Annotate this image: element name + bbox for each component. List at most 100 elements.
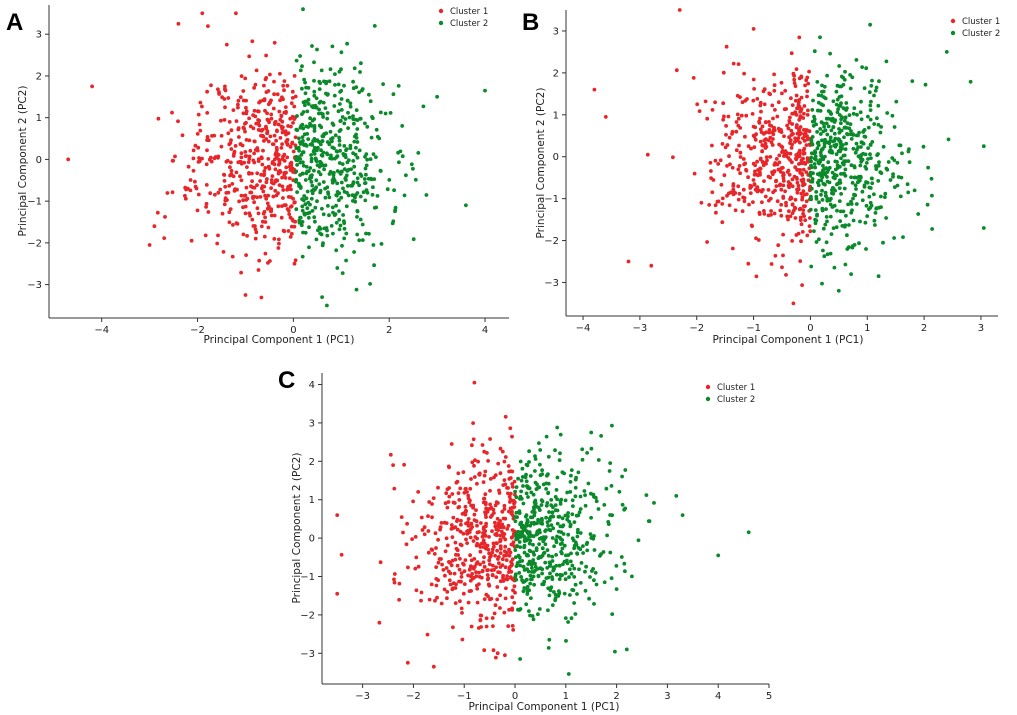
data-point <box>536 486 540 490</box>
x-tick-label-c: 4 <box>715 691 721 702</box>
data-point <box>584 564 588 569</box>
data-point <box>722 114 726 119</box>
data-point <box>838 145 843 149</box>
data-point <box>776 243 781 248</box>
data-point <box>738 171 742 176</box>
data-point <box>528 538 533 543</box>
data-point <box>480 569 485 574</box>
y-tick-label-a: 0 <box>36 155 42 166</box>
data-point <box>824 194 828 198</box>
data-point <box>533 565 538 569</box>
data-point <box>205 111 210 115</box>
data-point <box>506 486 510 490</box>
data-point <box>208 191 213 196</box>
data-point <box>525 552 530 557</box>
data-point <box>803 162 808 166</box>
data-point <box>392 572 397 576</box>
data-point <box>784 200 788 205</box>
data-point <box>576 527 580 532</box>
data-point <box>477 471 482 476</box>
data-point <box>321 100 326 105</box>
data-point <box>866 146 870 151</box>
y-tick-label-c: 0 <box>309 534 315 545</box>
data-point <box>252 86 256 90</box>
data-point <box>570 536 575 541</box>
data-point <box>782 154 786 158</box>
data-point <box>279 146 284 150</box>
data-point <box>737 191 742 196</box>
data-point <box>369 135 374 140</box>
data-point <box>431 664 436 669</box>
data-point <box>501 535 506 539</box>
data-point <box>284 165 289 170</box>
data-point <box>477 570 481 575</box>
data-point <box>545 501 550 505</box>
legend-label-2: Cluster 2 <box>717 395 755 405</box>
data-point <box>344 147 349 152</box>
data-point <box>824 116 829 121</box>
data-point <box>810 108 815 112</box>
data-point <box>444 536 449 541</box>
data-point <box>316 139 321 144</box>
data-point <box>788 115 792 120</box>
data-point <box>336 109 341 114</box>
data-point <box>495 548 499 553</box>
data-point <box>540 571 544 576</box>
data-point <box>849 175 853 180</box>
data-point <box>752 182 757 186</box>
data-point <box>466 517 471 521</box>
data-point <box>817 172 822 177</box>
y-tick-label-c: 4 <box>309 380 315 391</box>
data-point <box>383 111 388 116</box>
data-point <box>292 224 297 229</box>
data-point <box>274 178 279 183</box>
data-point <box>191 168 196 173</box>
data-point <box>800 283 804 287</box>
series-1-a <box>66 11 298 300</box>
data-point <box>705 116 710 121</box>
data-point <box>222 173 227 177</box>
data-point <box>334 203 338 208</box>
data-point <box>262 234 267 239</box>
series-1-c <box>335 380 517 669</box>
data-point <box>557 458 562 463</box>
x-tick-label-b: −2 <box>689 323 704 334</box>
data-point <box>552 544 556 549</box>
data-point <box>555 425 560 430</box>
data-point <box>280 204 284 209</box>
data-point <box>540 546 545 551</box>
data-point <box>506 523 511 528</box>
data-point <box>528 581 533 586</box>
data-point <box>569 616 574 621</box>
data-point <box>494 655 498 660</box>
data-point <box>332 170 336 175</box>
data-point <box>248 190 253 195</box>
data-point <box>865 214 870 219</box>
data-point <box>247 157 252 161</box>
data-point <box>547 527 551 532</box>
data-point <box>241 205 245 210</box>
data-point <box>492 544 496 549</box>
data-point <box>671 155 675 160</box>
data-point <box>495 651 500 656</box>
data-point <box>528 523 533 528</box>
data-point <box>525 518 530 522</box>
data-point <box>517 540 522 544</box>
data-point <box>828 202 833 207</box>
data-point <box>266 261 270 265</box>
data-point <box>506 491 510 496</box>
data-point <box>303 80 307 85</box>
data-point <box>204 162 209 167</box>
data-point <box>796 183 801 188</box>
data-point <box>338 102 342 106</box>
data-point <box>850 75 855 80</box>
data-point <box>336 82 341 87</box>
x-axis-label-c: Principal Component 1 (PC1) <box>469 701 620 713</box>
data-point <box>488 502 492 507</box>
data-point <box>485 543 490 548</box>
data-point <box>862 185 867 189</box>
data-point <box>306 137 311 142</box>
data-point <box>219 133 224 138</box>
data-point <box>849 137 854 141</box>
